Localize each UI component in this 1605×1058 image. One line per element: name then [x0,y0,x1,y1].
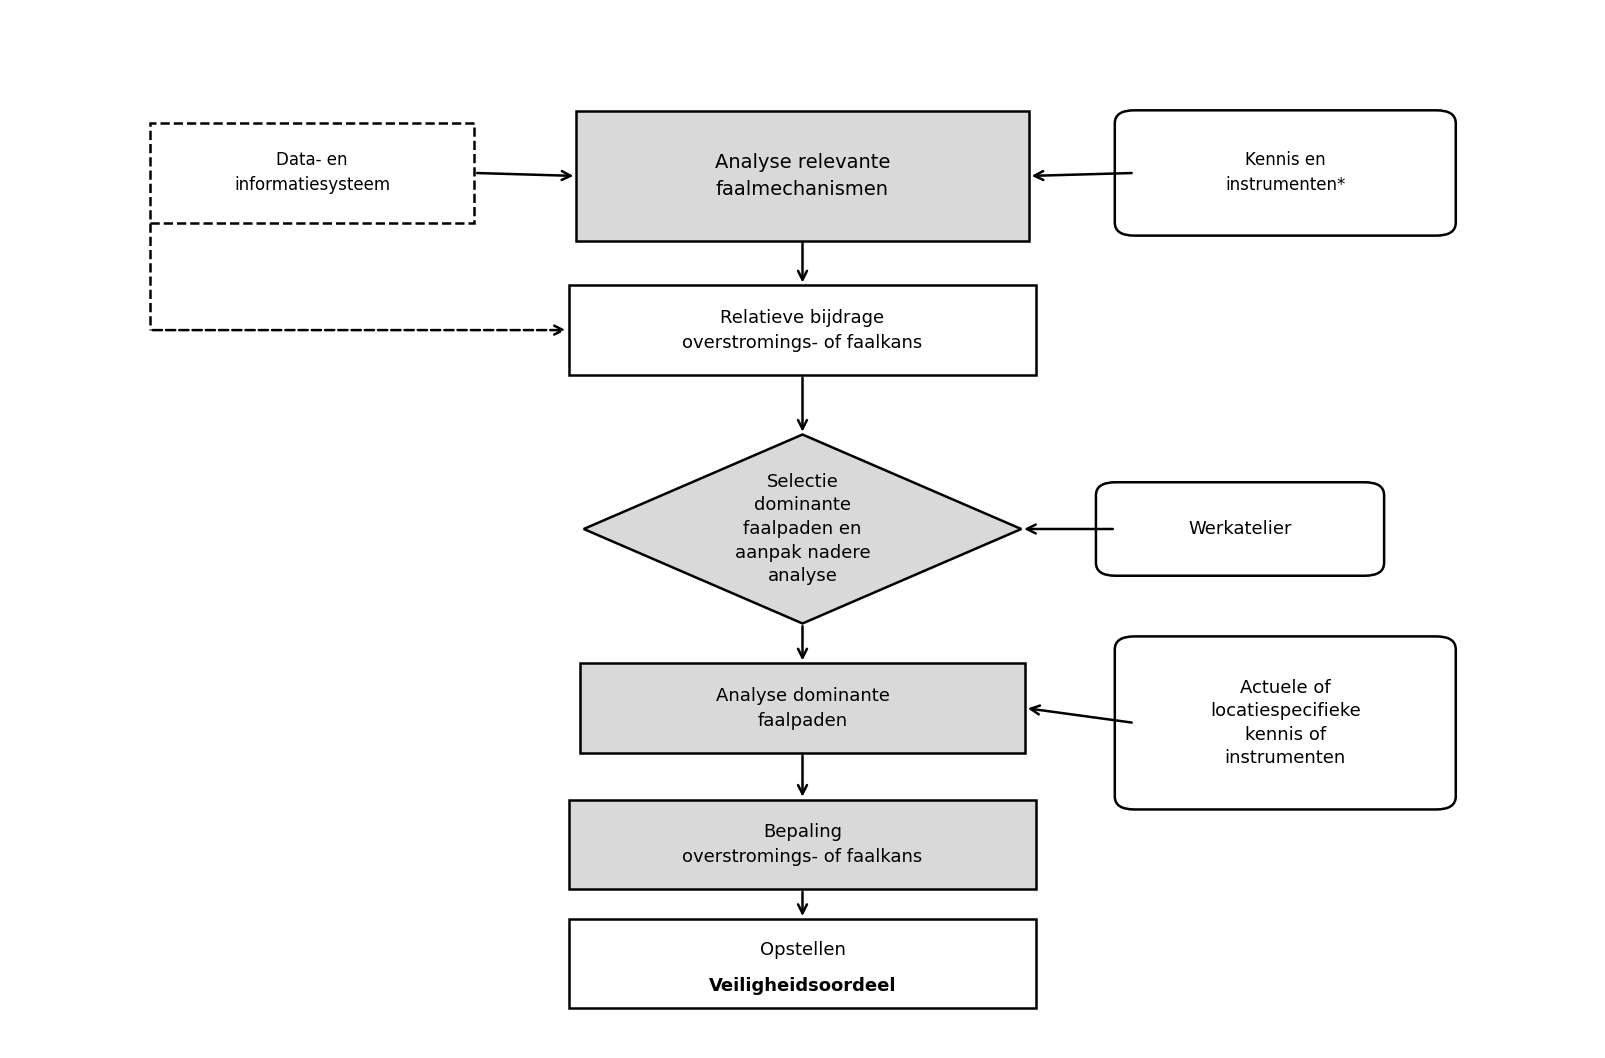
FancyBboxPatch shape [1096,482,1384,576]
FancyBboxPatch shape [568,286,1037,375]
FancyBboxPatch shape [568,918,1037,1008]
Text: Veiligheidsoordeel: Veiligheidsoordeel [709,977,896,995]
FancyBboxPatch shape [149,123,475,222]
Text: Relatieve bijdrage
overstromings- of faalkans: Relatieve bijdrage overstromings- of faa… [682,309,923,351]
FancyBboxPatch shape [1115,637,1456,809]
Text: Bepaling
overstromings- of faalkans: Bepaling overstromings- of faalkans [682,823,923,865]
Text: Data- en
informatiesysteem: Data- en informatiesysteem [234,151,390,195]
Polygon shape [584,435,1021,623]
FancyBboxPatch shape [579,663,1026,753]
Text: Selectie
dominante
faalpaden en
aanpak nadere
analyse: Selectie dominante faalpaden en aanpak n… [735,473,870,585]
Text: Actuele of
locatiespecifieke
kennis of
instrumenten: Actuele of locatiespecifieke kennis of i… [1210,678,1361,767]
FancyBboxPatch shape [576,111,1029,240]
Text: Werkatelier: Werkatelier [1188,519,1292,539]
FancyBboxPatch shape [568,800,1037,889]
Text: Kennis en
instrumenten*: Kennis en instrumenten* [1225,151,1345,195]
FancyBboxPatch shape [1115,110,1456,236]
Text: Analyse relevante
faalmechanismen: Analyse relevante faalmechanismen [714,153,891,199]
Text: Analyse dominante
faalpaden: Analyse dominante faalpaden [716,687,889,730]
Text: Opstellen: Opstellen [759,941,846,959]
